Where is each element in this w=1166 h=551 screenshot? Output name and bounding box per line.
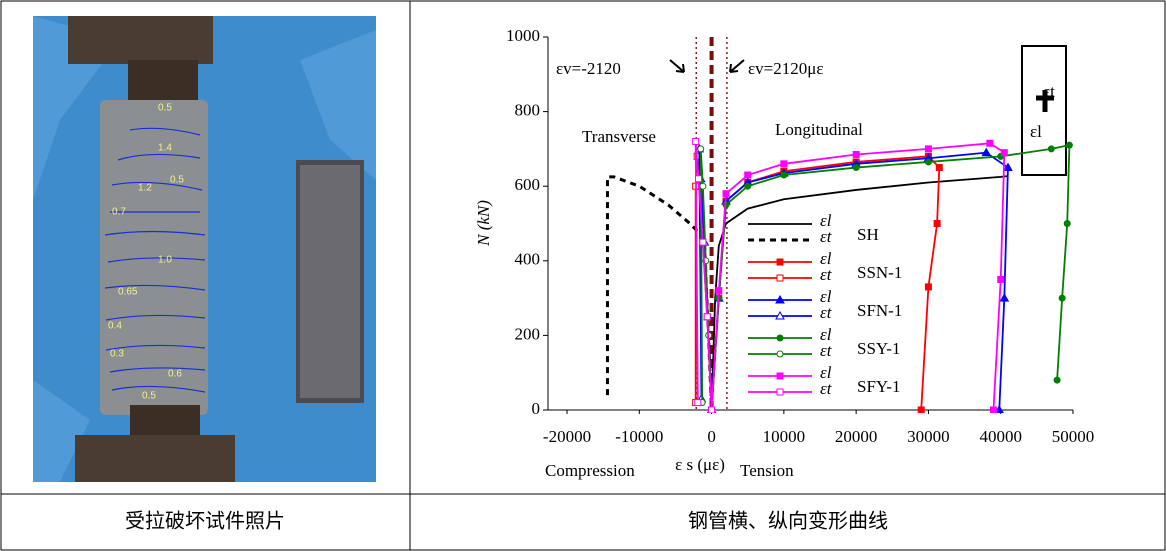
page: 受拉破坏试件照片 钢管横、纵向变形曲线 0.5 1.4 0.5 1.2 0.7 1.0 0.…	[0, 0, 1166, 551]
legend-symbol: εt	[820, 341, 833, 360]
annotation: Transverse	[582, 127, 656, 146]
legend-label: SSY-1	[857, 339, 900, 358]
arrow	[730, 60, 744, 72]
marker	[1000, 294, 1008, 301]
marker	[1059, 295, 1065, 301]
x-tick-label: 0	[707, 427, 716, 446]
y-axis-label: N (kN)	[474, 200, 493, 247]
marker	[709, 407, 715, 413]
annotation: Compression	[545, 461, 635, 480]
inset-label: εl	[1030, 122, 1042, 141]
x-tick-label: 40000	[979, 427, 1022, 446]
crack-label: 0.5	[142, 391, 156, 402]
inset-label: εt	[1043, 82, 1055, 101]
marker	[1064, 221, 1070, 227]
marker	[777, 389, 783, 395]
marker	[777, 275, 783, 281]
marker	[700, 239, 706, 245]
marker	[987, 140, 993, 146]
photo	[33, 16, 376, 482]
marker	[1048, 146, 1054, 152]
marker	[934, 221, 940, 227]
legend-label: SSN-1	[857, 263, 902, 282]
crack-label: 0.65	[118, 287, 138, 298]
x-axis-label: ε s (με)	[675, 455, 725, 474]
series	[695, 145, 1012, 413]
marker	[716, 288, 722, 294]
marker	[777, 351, 783, 357]
x-tick-label: 10000	[763, 427, 806, 446]
y-tick-label: 400	[515, 250, 541, 269]
marker	[698, 146, 704, 152]
legend-symbol: εt	[820, 379, 833, 398]
y-tick-label: 600	[515, 175, 541, 194]
arrow	[670, 60, 684, 72]
x-tick-label: 30000	[907, 427, 950, 446]
chart-caption: 钢管横、纵向变形曲线	[688, 509, 888, 533]
marker	[990, 407, 996, 413]
annotation: Longitudinal	[775, 120, 863, 139]
marker	[777, 335, 783, 341]
marker	[704, 314, 710, 320]
marker	[998, 276, 1004, 282]
x-tick-label: 50000	[1052, 427, 1095, 446]
marker	[745, 172, 751, 178]
y-tick-label: 0	[532, 399, 541, 418]
crack-label: 1.0	[158, 255, 172, 266]
crack-label: 0.5	[158, 103, 172, 114]
data-line	[712, 176, 1008, 410]
marker	[693, 138, 699, 144]
legend-symbol: εt	[820, 227, 833, 246]
marker	[777, 373, 783, 379]
legend-label: SFY-1	[857, 377, 900, 396]
annotation: εv=-2120	[556, 59, 621, 78]
marker	[918, 407, 924, 413]
marker	[696, 176, 702, 182]
series	[693, 153, 943, 413]
annotation: Tension	[740, 461, 794, 480]
x-tick-label: -10000	[615, 427, 663, 446]
marker	[936, 165, 942, 171]
marker	[853, 151, 859, 157]
crack-label: 1.2	[138, 183, 152, 194]
marker	[925, 284, 931, 290]
crack-label: 1.4	[158, 143, 172, 154]
marker	[723, 191, 729, 197]
marker	[1001, 150, 1007, 156]
y-tick-label: 1000	[506, 26, 540, 45]
legend-symbol: εt	[820, 265, 833, 284]
annotation: εv=2120με	[748, 59, 823, 78]
figure-table: 受拉破坏试件照片 钢管横、纵向变形曲线 0.5 1.4 0.5 1.2 0.7 1.0 0.…	[0, 0, 1166, 551]
crack-label: 0.5	[170, 175, 184, 186]
marker	[781, 172, 787, 178]
legend-label: SH	[857, 225, 879, 244]
crack-label: 0.6	[168, 369, 182, 380]
crack-label: 0.3	[110, 349, 124, 360]
legend-symbol: εt	[820, 303, 833, 322]
series	[607, 176, 1007, 410]
marker	[745, 183, 751, 189]
x-tick-label: -20000	[543, 427, 591, 446]
marker	[781, 161, 787, 167]
marker	[925, 159, 931, 165]
x-tick-label: 20000	[835, 427, 878, 446]
marker	[925, 146, 931, 152]
marker	[1054, 377, 1060, 383]
marker	[1066, 142, 1072, 148]
marker	[695, 400, 701, 406]
marker	[777, 259, 783, 265]
marker	[700, 183, 706, 189]
y-tick-label: 800	[515, 101, 541, 120]
crack-label: 0.7	[112, 207, 126, 218]
legend-label: SFN-1	[857, 301, 902, 320]
photo-caption: 受拉破坏试件照片	[125, 509, 285, 533]
crack-label: 0.4	[108, 321, 122, 332]
marker	[853, 165, 859, 171]
y-tick-label: 200	[515, 324, 541, 343]
